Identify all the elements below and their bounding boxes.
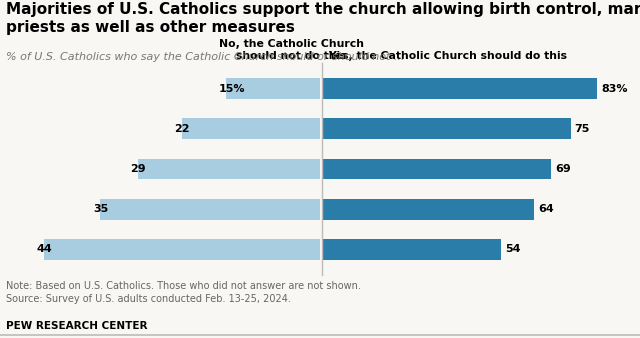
- Text: 15%: 15%: [218, 83, 245, 94]
- Text: 75: 75: [575, 124, 590, 134]
- Text: 69: 69: [555, 164, 571, 174]
- Bar: [323, 199, 534, 220]
- Bar: [323, 239, 502, 260]
- Bar: [182, 118, 320, 139]
- Text: Note: Based on U.S. Catholics. Those who did not answer are not shown.
Source: S: Note: Based on U.S. Catholics. Those who…: [6, 281, 361, 304]
- Text: 22: 22: [175, 124, 190, 134]
- Text: Majorities of U.S. Catholics support the church allowing birth control, marriage: Majorities of U.S. Catholics support the…: [6, 2, 640, 35]
- Text: 64: 64: [538, 204, 554, 214]
- Bar: [226, 78, 320, 99]
- Text: 35: 35: [93, 204, 108, 214]
- Text: % of U.S. Catholics who say the Catholic Church should or should not ...: % of U.S. Catholics who say the Catholic…: [6, 52, 404, 63]
- Bar: [44, 239, 320, 260]
- Bar: [323, 78, 597, 99]
- Bar: [100, 199, 320, 220]
- Text: 54: 54: [506, 244, 521, 255]
- Text: No, the Catholic Church
should not do this: No, the Catholic Church should not do th…: [219, 39, 364, 61]
- Bar: [323, 118, 571, 139]
- Text: Yes, the Catholic Church should do this: Yes, the Catholic Church should do this: [328, 51, 568, 61]
- Bar: [138, 159, 320, 179]
- Text: PEW RESEARCH CENTER: PEW RESEARCH CENTER: [6, 320, 148, 331]
- Text: 44: 44: [36, 244, 52, 255]
- Text: 29: 29: [131, 164, 146, 174]
- Text: 83%: 83%: [601, 83, 628, 94]
- Bar: [323, 159, 551, 179]
